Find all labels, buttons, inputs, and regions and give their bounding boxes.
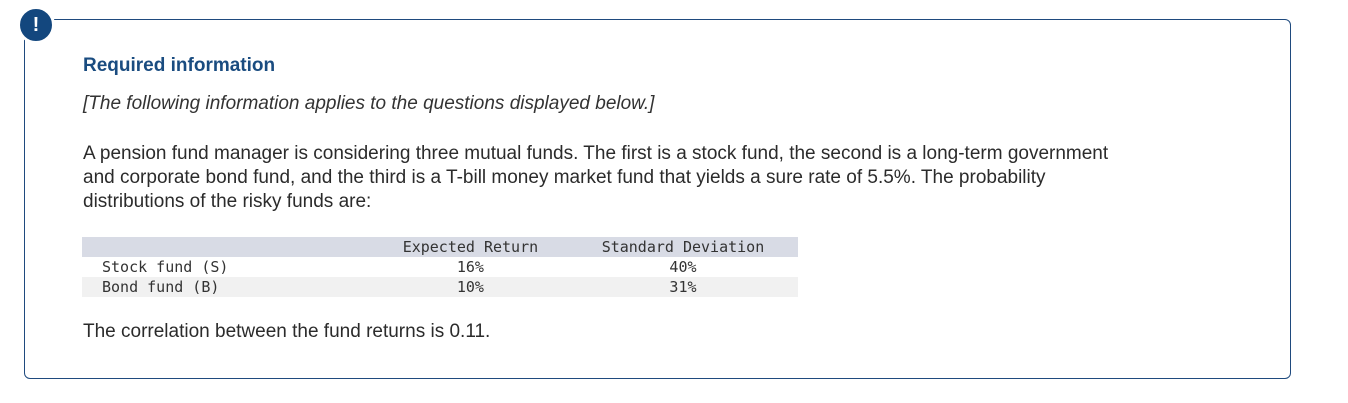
info-card (24, 19, 1291, 379)
header-standard-deviation: Standard Deviation (601, 238, 765, 256)
fund-name-cell: Bond fund (B) (102, 278, 220, 296)
header-fund (82, 237, 373, 257)
applies-note: [The following information applies to th… (83, 93, 655, 114)
header-expected-return: Expected Return (402, 238, 539, 256)
description-line: and corporate bond fund, and the third i… (83, 167, 1046, 188)
description-line: distributions of the risky funds are: (83, 191, 372, 212)
table-row-bond-fund: Bond fund (B) 10% 31% (82, 277, 798, 297)
exclamation-icon: ! (32, 13, 40, 36)
description-line: A pension fund manager is considering th… (83, 143, 1109, 164)
problem-description: A pension fund manager is considering th… (83, 142, 1263, 214)
alert-badge: ! (17, 6, 55, 44)
correlation-statement: The correlation between the fund returns… (83, 321, 491, 342)
fund-name-cell: Stock fund (S) (102, 258, 229, 276)
expected-return-cell: 16% (456, 258, 484, 276)
std-dev-cell: 31% (669, 278, 697, 296)
expected-return-cell: 10% (456, 278, 484, 296)
required-information-heading: Required information (83, 55, 276, 76)
table-header-row: Expected Return Standard Deviation (82, 237, 798, 257)
std-dev-cell: 40% (669, 258, 697, 276)
fund-distribution-table: Expected Return Standard Deviation Stock… (82, 237, 798, 297)
table-row-stock-fund: Stock fund (S) 16% 40% (82, 257, 798, 277)
